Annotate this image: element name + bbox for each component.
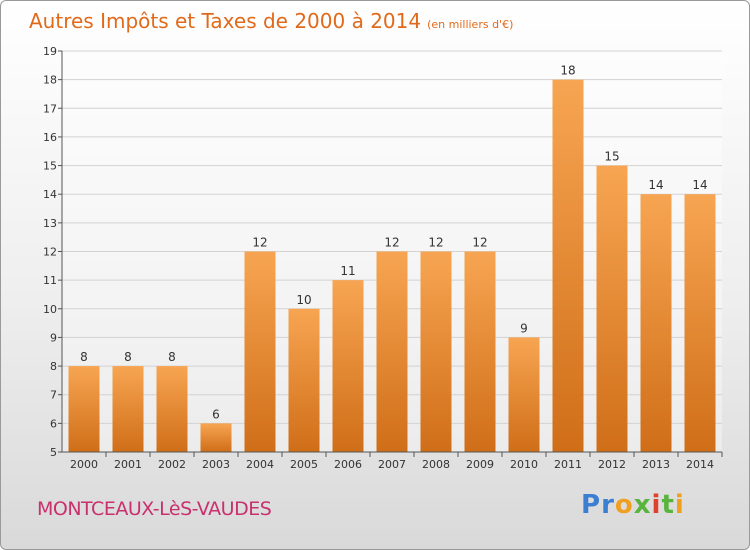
data-label: 12 <box>384 236 399 250</box>
bar <box>596 165 628 453</box>
data-label: 8 <box>168 350 176 364</box>
x-tick-label: 2010 <box>510 458 538 471</box>
data-label: 14 <box>648 178 663 192</box>
y-tick-label: 11 <box>43 274 57 287</box>
proxiti-logo: Proxiti <box>581 490 685 520</box>
x-tick-label: 2011 <box>554 458 582 471</box>
x-tick-label: 2004 <box>246 458 274 471</box>
data-label: 8 <box>124 350 132 364</box>
y-tick-label: 15 <box>43 160 57 173</box>
y-tick-label: 8 <box>50 360 57 373</box>
y-tick-label: 6 <box>50 417 57 430</box>
bar <box>112 366 144 452</box>
data-label: 10 <box>296 293 311 307</box>
bar <box>156 366 188 452</box>
data-label: 9 <box>520 321 528 335</box>
bar <box>332 280 364 452</box>
bar <box>376 251 408 452</box>
x-tick-label: 2002 <box>158 458 186 471</box>
y-tick-label: 10 <box>43 303 57 316</box>
y-tick-label: 5 <box>50 446 57 459</box>
y-tick-label: 17 <box>43 102 57 115</box>
bar <box>464 251 496 452</box>
bar <box>288 308 320 452</box>
data-label: 12 <box>472 236 487 250</box>
x-tick-label: 2014 <box>686 458 714 471</box>
bar <box>200 423 232 452</box>
bar <box>244 251 276 452</box>
bar <box>68 366 100 452</box>
y-tick-label: 18 <box>43 74 57 87</box>
x-tick-label: 2008 <box>422 458 450 471</box>
bar <box>552 79 584 453</box>
bar <box>684 194 716 452</box>
x-tick-label: 2005 <box>290 458 318 471</box>
x-tick-label: 2007 <box>378 458 406 471</box>
y-tick-label: 16 <box>43 131 57 144</box>
axis-layer: 5 6 7 8 9 10 11 12 13 14 15 16 17 18 19 2000 2001 2002 200… <box>43 45 723 471</box>
y-tick-label: 7 <box>50 389 57 402</box>
x-tick-label: 2012 <box>598 458 626 471</box>
bar <box>420 251 452 452</box>
x-tick-label: 2013 <box>642 458 670 471</box>
chart-title: Autres Impôts et Taxes de 2000 à 2014 (en… <box>29 9 513 33</box>
x-tick-label: 2000 <box>70 458 98 471</box>
data-label: 15 <box>604 150 619 164</box>
bar-layer: 8 8 8 6 12 10 11 12 12 12 9 18 15 14 14 <box>68 64 716 453</box>
data-label: 11 <box>340 264 355 278</box>
bar <box>508 337 540 452</box>
y-tick-label: 9 <box>50 331 57 344</box>
x-tick-label: 2006 <box>334 458 362 471</box>
x-tick-label: 2009 <box>466 458 494 471</box>
chart-unit: (en milliers d'€) <box>427 18 514 31</box>
x-tick-label: 2003 <box>202 458 230 471</box>
data-label: 8 <box>80 350 88 364</box>
bar <box>640 194 672 452</box>
y-tick-label: 14 <box>43 188 57 201</box>
data-label: 12 <box>252 236 267 250</box>
x-tick-label: 2001 <box>114 458 142 471</box>
data-label: 12 <box>428 236 443 250</box>
chart-title-text: Autres Impôts et Taxes de 2000 à 2014 <box>29 9 422 33</box>
data-label: 6 <box>212 407 220 421</box>
y-tick-label: 19 <box>43 45 57 58</box>
y-tick-label: 13 <box>43 217 57 230</box>
place-name: MONTCEAUX-LèS-VAUDES <box>37 498 272 520</box>
y-tick-label: 12 <box>43 246 57 259</box>
data-label: 14 <box>692 178 707 192</box>
data-label: 18 <box>560 64 575 78</box>
